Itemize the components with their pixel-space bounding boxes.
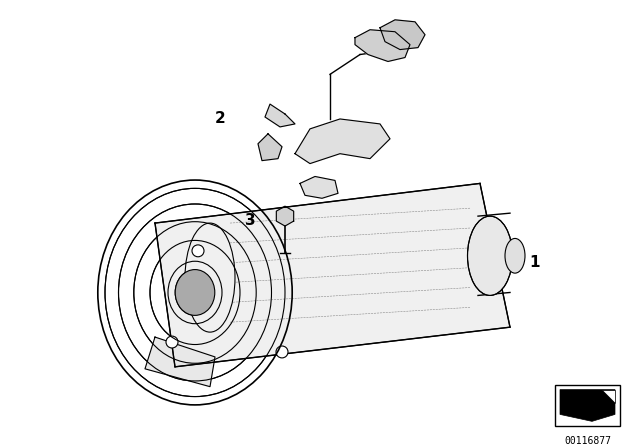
Polygon shape — [300, 177, 338, 198]
Polygon shape — [380, 20, 425, 50]
Ellipse shape — [175, 270, 215, 315]
Polygon shape — [265, 104, 295, 127]
Polygon shape — [145, 337, 215, 387]
Ellipse shape — [185, 223, 235, 332]
Ellipse shape — [118, 204, 271, 381]
Ellipse shape — [105, 188, 285, 396]
Polygon shape — [258, 134, 282, 161]
Polygon shape — [355, 30, 410, 61]
Ellipse shape — [168, 261, 222, 324]
Ellipse shape — [175, 270, 215, 315]
Ellipse shape — [134, 222, 256, 363]
Ellipse shape — [276, 346, 288, 358]
Ellipse shape — [467, 216, 513, 295]
Polygon shape — [155, 183, 510, 367]
Polygon shape — [602, 390, 615, 402]
Ellipse shape — [166, 336, 178, 348]
Polygon shape — [295, 119, 390, 164]
Ellipse shape — [505, 238, 525, 273]
Text: 1: 1 — [530, 255, 540, 270]
Polygon shape — [560, 390, 615, 422]
Polygon shape — [276, 206, 294, 226]
Text: 3: 3 — [244, 213, 255, 228]
Text: 00116877: 00116877 — [564, 436, 611, 446]
Ellipse shape — [150, 241, 240, 345]
Bar — [555, 385, 620, 426]
Ellipse shape — [192, 245, 204, 257]
Text: 2: 2 — [214, 112, 225, 126]
